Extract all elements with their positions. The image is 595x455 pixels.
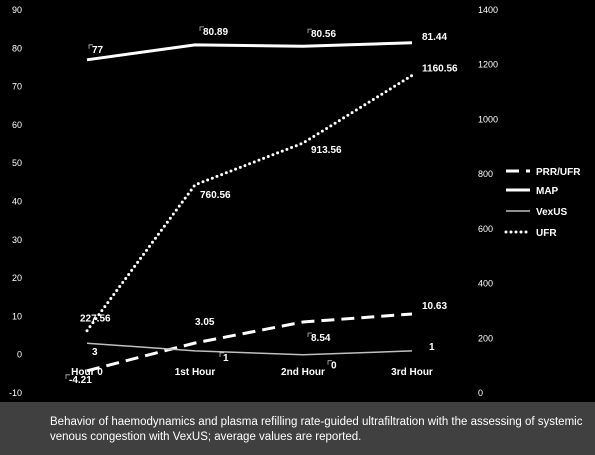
- x-axis-categories: Hour 0 1st Hour 2nd Hour 3rd Hour: [71, 367, 433, 378]
- right-tick-label: 1400: [478, 5, 498, 15]
- category-label: 2nd Hour: [281, 367, 325, 378]
- data-labels: -4.21 3.05 8.54 10.63 77 80.89 80.56 81.44 3 1 0 1 2…: [65, 26, 458, 386]
- right-tick-label: 1000: [478, 114, 498, 124]
- right-tick-label: 800: [478, 169, 493, 179]
- data-label: 81.44: [422, 32, 447, 43]
- legend: PRR/UFR MAP VexUS UFR: [504, 167, 581, 239]
- legend-label: MAP: [536, 186, 559, 197]
- data-label: 80.89: [203, 27, 228, 38]
- label-leader-line: [65, 374, 70, 379]
- series-line-prr-ufr: [86, 312, 413, 373]
- left-tick-label: 0: [17, 350, 22, 360]
- label-leader-line: [219, 352, 224, 357]
- label-leader-line: [327, 360, 332, 365]
- data-label: 3: [92, 347, 98, 358]
- label-leader-line: [307, 28, 312, 34]
- data-label: 1160.56: [422, 64, 458, 75]
- left-axis-ticks: -10 0 10 20 30 40 50 60 70 80 90: [9, 5, 22, 398]
- right-tick-label: 200: [478, 333, 493, 343]
- left-tick-label: -10: [9, 388, 22, 398]
- category-label: 1st Hour: [175, 367, 216, 378]
- right-tick-label: 400: [478, 279, 493, 289]
- data-label: -4.21: [69, 375, 92, 386]
- series-line-ufr: [85, 74, 414, 333]
- legend-label: PRR/UFR: [536, 167, 581, 178]
- data-label: 1: [429, 342, 435, 353]
- category-label: 3rd Hour: [391, 367, 433, 378]
- left-tick-label: 10: [12, 311, 22, 321]
- left-tick-label: 30: [12, 235, 22, 245]
- left-tick-label: 50: [12, 158, 22, 168]
- data-label: 760.56: [200, 190, 231, 201]
- data-label: 1: [223, 353, 229, 364]
- series-line-vexus: [86, 342, 413, 356]
- data-label: 913.56: [311, 145, 342, 156]
- right-tick-label: 1200: [478, 60, 498, 70]
- series-lines: [85, 41, 414, 373]
- figure-caption: Behavior of haemodynamics and plasma ref…: [0, 402, 595, 455]
- right-axis-ticks: 0 200 400 600 800 1000 1200 1400: [478, 5, 498, 398]
- data-label: 10.63: [422, 301, 447, 312]
- data-label: 80.56: [311, 29, 336, 40]
- legend-label: VexUS: [536, 207, 567, 218]
- data-label: 3.05: [195, 317, 215, 328]
- data-label: 77: [92, 45, 104, 56]
- data-label: 227.56: [80, 314, 111, 325]
- left-tick-label: 80: [12, 43, 22, 53]
- left-tick-label: 90: [12, 5, 22, 15]
- series-line-map: [86, 41, 413, 62]
- category-label: Hour 0: [71, 367, 103, 378]
- left-tick-label: 20: [12, 273, 22, 283]
- left-tick-label: 70: [12, 82, 22, 92]
- label-leader-line: [307, 332, 312, 337]
- data-label: 0: [331, 361, 337, 372]
- left-tick-label: 60: [12, 120, 22, 130]
- label-leader-line: [199, 26, 204, 31]
- label-leader-line: [88, 44, 93, 49]
- right-tick-label: 0: [478, 388, 483, 398]
- legend-label: UFR: [536, 228, 557, 239]
- data-label: 8.54: [311, 333, 331, 344]
- left-tick-label: 40: [12, 197, 22, 207]
- right-tick-label: 600: [478, 224, 493, 234]
